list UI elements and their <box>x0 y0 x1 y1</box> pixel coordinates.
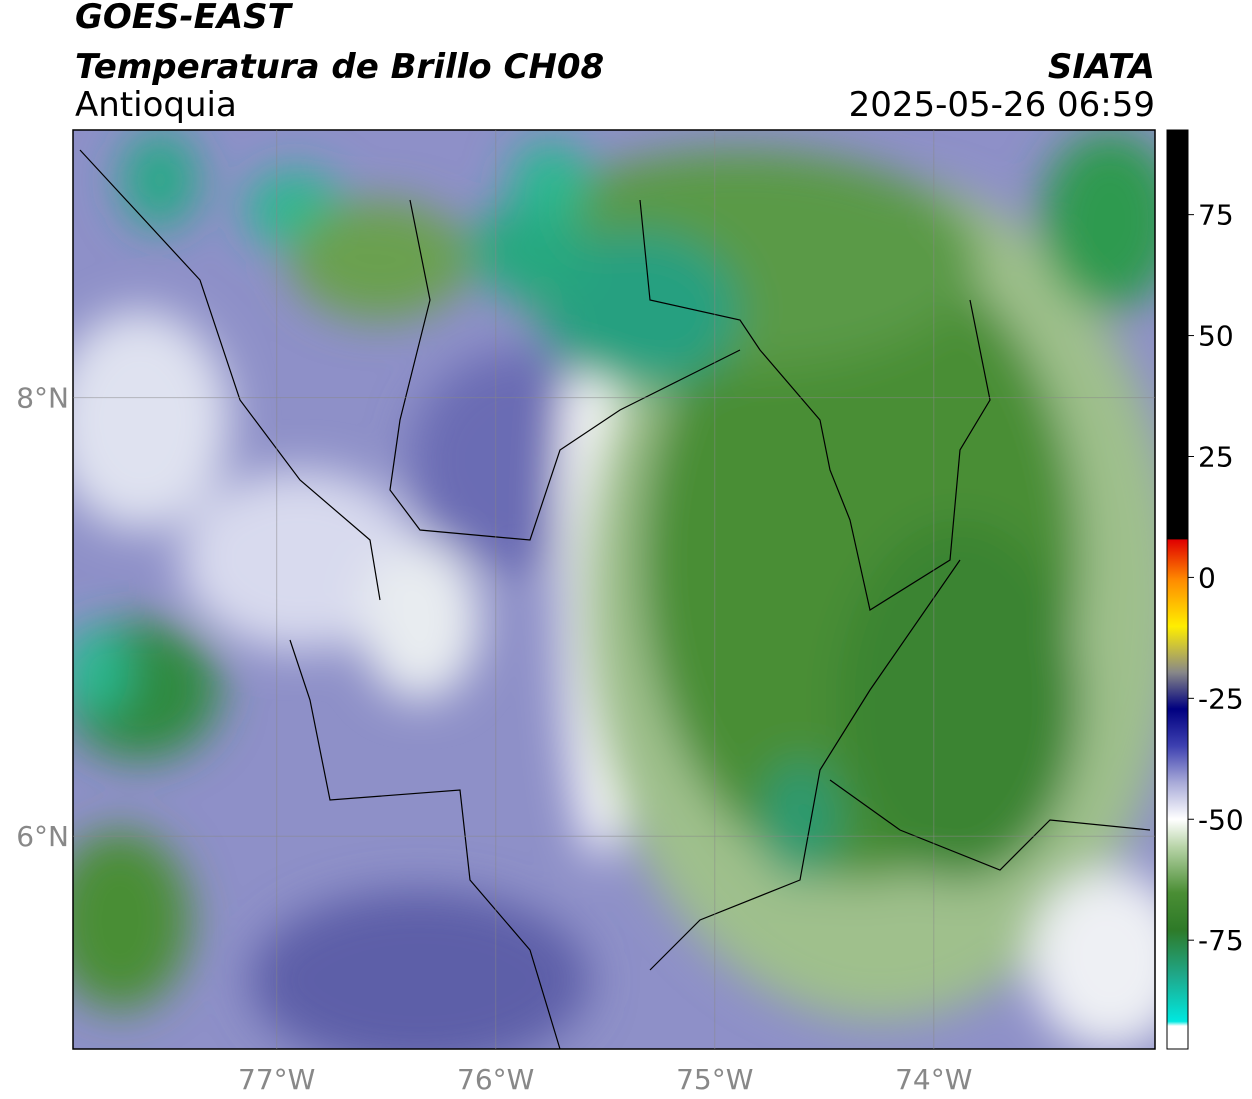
y-tick-label: 8°N <box>16 382 69 415</box>
colorbar-tick-label: 0 <box>1198 561 1216 594</box>
colorbar-tick-label: -25 <box>1198 682 1244 715</box>
colorbar-tick-label: 50 <box>1198 320 1234 353</box>
map-frame <box>72 129 1156 1050</box>
colorbar-tick-label: -75 <box>1198 924 1244 957</box>
x-tick-label: 77°W <box>238 1063 315 1096</box>
colorbar <box>1166 129 1189 1050</box>
colorbar-tick-label: 75 <box>1198 199 1234 232</box>
colorbar-tick-label: -50 <box>1198 803 1244 836</box>
x-tick-label: 76°W <box>457 1063 534 1096</box>
colorbar-tick-label: 25 <box>1198 440 1234 473</box>
source: SIATA <box>1048 47 1155 87</box>
title: GOES-EAST <box>75 0 294 37</box>
region: Antioquia <box>75 85 237 125</box>
datetime: 2025-05-26 06:59 <box>849 85 1155 125</box>
y-tick-label: 6°N <box>16 820 69 853</box>
subtitle: Temperatura de Brillo CH08 <box>75 47 604 87</box>
x-tick-label: 74°W <box>895 1063 972 1096</box>
map-field <box>73 130 1155 1049</box>
x-tick-label: 75°W <box>676 1063 753 1096</box>
